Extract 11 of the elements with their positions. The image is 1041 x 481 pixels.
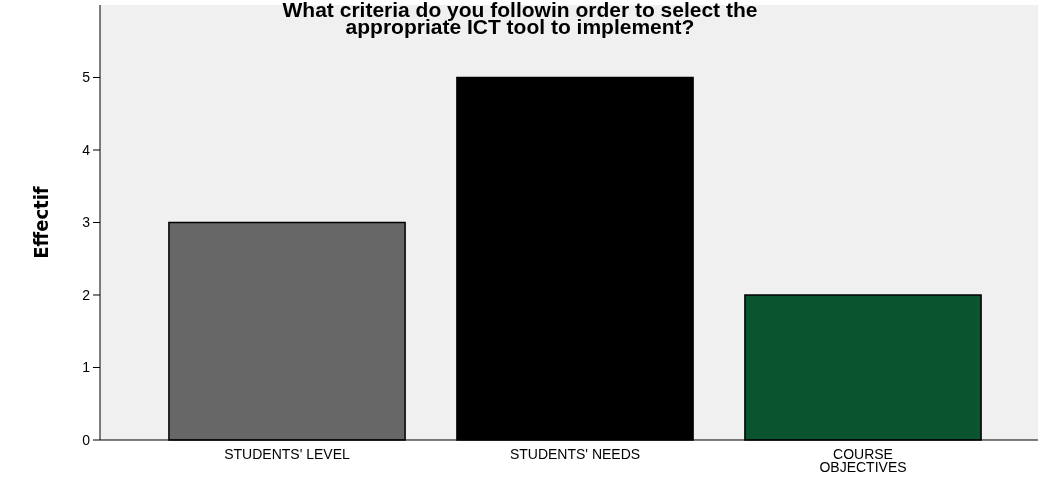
x-tick-label: STUDENTS' LEVEL xyxy=(224,446,351,462)
y-tick-label: 3 xyxy=(82,214,91,231)
x-tick-label: STUDENTS' NEEDS xyxy=(509,446,641,462)
y-tick-label: 4 xyxy=(82,141,91,158)
y-tick-label: 5 xyxy=(82,69,91,86)
chart-title: What criteria do you followin order to select the appropriate ICT tool to implement? xyxy=(282,0,758,38)
y-tick-label: 2 xyxy=(82,286,91,303)
y-axis-title: Effectif xyxy=(29,186,53,259)
y-tick-label: 1 xyxy=(82,359,91,376)
x-tick-label: COURSE OBJECTIVES xyxy=(819,446,907,475)
y-tick-label: 0 xyxy=(82,431,91,448)
